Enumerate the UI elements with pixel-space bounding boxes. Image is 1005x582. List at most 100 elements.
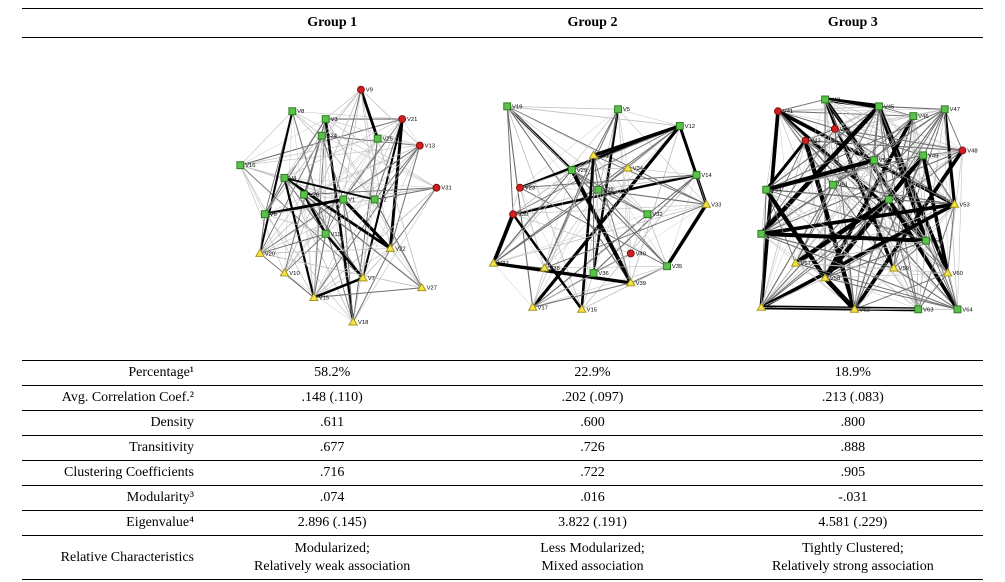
svg-text:V59: V59 [898,266,908,272]
cell-relchar-g2: Less Modularized; Mixed association [462,536,722,580]
header-empty [22,9,202,38]
svg-text:V3: V3 [330,117,338,123]
svg-text:V64: V64 [962,307,973,313]
svg-text:V41: V41 [782,109,792,115]
svg-text:V54: V54 [771,187,782,193]
relchar-g3-line1: Tightly Clustered; [802,541,904,556]
svg-text:V33: V33 [711,202,721,208]
comparison-table: Group 1 Group 2 Group 3 V16V8V3V24V9V21V… [22,8,983,580]
cell-percentage-g3: 18.9% [723,361,983,386]
svg-text:V37: V37 [499,261,509,267]
svg-text:V49: V49 [928,153,938,159]
svg-text:V53: V53 [959,202,970,208]
cell-eigen-g3: 4.581 (.229) [723,511,983,536]
network-graph-g2: V19 V5 V12 V14 V23 V30 V29 V28 V31 V32 V33 V34 V35 V3… [466,52,721,347]
cell-density-g1: .611 [202,411,462,436]
svg-text:V61: V61 [766,305,776,311]
svg-text:V14: V14 [702,172,713,178]
svg-text:V50: V50 [879,158,890,164]
cell-trans-g3: .888 [723,436,983,461]
row-label-relchar: Relative Characteristics [22,536,202,580]
cell-avgcorr-g3: .213 (.083) [723,386,983,411]
cell-eigen-g2: 3.822 (.191) [462,511,722,536]
svg-text:V44: V44 [839,126,850,132]
svg-text:V26: V26 [309,192,320,198]
svg-text:V13: V13 [425,143,436,149]
header-group-2: Group 2 [462,9,722,38]
cell-avgcorr-g2: .202 (.097) [462,386,722,411]
svg-text:V6: V6 [270,212,278,218]
svg-text:V56: V56 [931,238,942,244]
svg-text:V36: V36 [599,271,610,277]
svg-text:V7: V7 [368,275,375,281]
svg-text:V31: V31 [441,185,451,191]
svg-text:V27: V27 [427,285,437,291]
header-group-3: Group 3 [723,9,983,38]
svg-text:V30: V30 [518,212,529,218]
svg-text:V55: V55 [766,231,777,237]
svg-text:V25: V25 [382,136,393,142]
svg-text:V38: V38 [550,266,561,272]
svg-text:V57: V57 [800,261,810,267]
svg-text:V22: V22 [395,246,405,252]
svg-text:V43: V43 [810,138,821,144]
svg-text:V10: V10 [289,271,300,277]
svg-text:V48: V48 [967,148,978,154]
relchar-g3-line2: Relatively strong association [772,559,934,574]
row-label-clustcoef: Clustering Coefficients [22,461,202,486]
relchar-g2-line1: Less Modularized; [540,541,645,556]
svg-text:V11: V11 [330,231,340,237]
svg-text:V12: V12 [685,123,695,129]
cell-clust-g3: .905 [723,461,983,486]
network-cell-g1: V16V8V3V24V9V21V13V31V25V4V26V1V2V6V11V2… [202,38,462,361]
relchar-g1-line1: Modularized; [294,541,369,556]
svg-text:V35: V35 [672,264,683,270]
row-label-transitivity: Transitivity [22,436,202,461]
cell-trans-g1: .677 [202,436,462,461]
svg-text:V28: V28 [604,187,615,193]
cell-clust-g2: .722 [462,461,722,486]
svg-text:V18: V18 [358,320,369,326]
cell-mod-g2: .016 [462,486,722,511]
svg-text:V32: V32 [653,212,663,218]
svg-text:V63: V63 [923,307,934,313]
relchar-g2-line2: Mixed association [541,559,643,574]
svg-text:V24: V24 [327,133,338,139]
row-label-density: Density [22,411,202,436]
cell-clust-g1: .716 [202,461,462,486]
network-graph-g3: V41V42V43V44V45V46V47V48V49V50V51V52V53V… [727,52,982,347]
svg-text:V29: V29 [577,168,587,174]
svg-text:V15: V15 [587,307,598,313]
svg-text:V19: V19 [512,104,522,110]
row-label-percentage: Percentage¹ [22,361,202,386]
cell-eigen-g1: 2.896 (.145) [202,511,462,536]
cell-trans-g2: .726 [462,436,722,461]
network-cell-g2: V19 V5 V12 V14 V23 V30 V29 V28 V31 V32 V33 V34 V35 V3… [462,38,722,361]
svg-text:V21: V21 [407,117,417,123]
svg-text:V20: V20 [265,251,276,257]
graph-row-label [22,38,202,361]
row-label-eigen: Eigenvalue⁴ [22,511,202,536]
svg-text:V60: V60 [952,271,963,277]
svg-text:V45: V45 [883,104,894,110]
cell-relchar-g1: Modularized; Relatively weak association [202,536,462,580]
svg-text:V42: V42 [830,97,840,103]
relchar-g1-line2: Relatively weak association [254,559,410,574]
row-label-avgcorr: Avg. Correlation Coef.² [22,386,202,411]
svg-text:V15: V15 [319,295,330,301]
svg-text:V4: V4 [289,175,297,181]
svg-text:V8: V8 [297,109,305,115]
svg-text:V5: V5 [623,107,631,113]
svg-text:V58: V58 [830,275,841,281]
figure-table: Group 1 Group 2 Group 3 V16V8V3V24V9V21V… [0,0,1005,582]
row-label-modularity: Modularity³ [22,486,202,511]
header-group-1: Group 1 [202,9,462,38]
cell-avgcorr-g1: .148 (.110) [202,386,462,411]
network-cell-g3: V41V42V43V44V45V46V47V48V49V50V51V52V53V… [723,38,983,361]
network-graph-g1: V16V8V3V24V9V21V13V31V25V4V26V1V2V6V11V2… [206,52,461,347]
svg-text:V46: V46 [918,114,929,120]
svg-text:V2: V2 [379,197,386,203]
svg-text:V31: V31 [599,153,609,159]
svg-text:V23: V23 [525,185,536,191]
svg-text:V34: V34 [633,166,644,172]
